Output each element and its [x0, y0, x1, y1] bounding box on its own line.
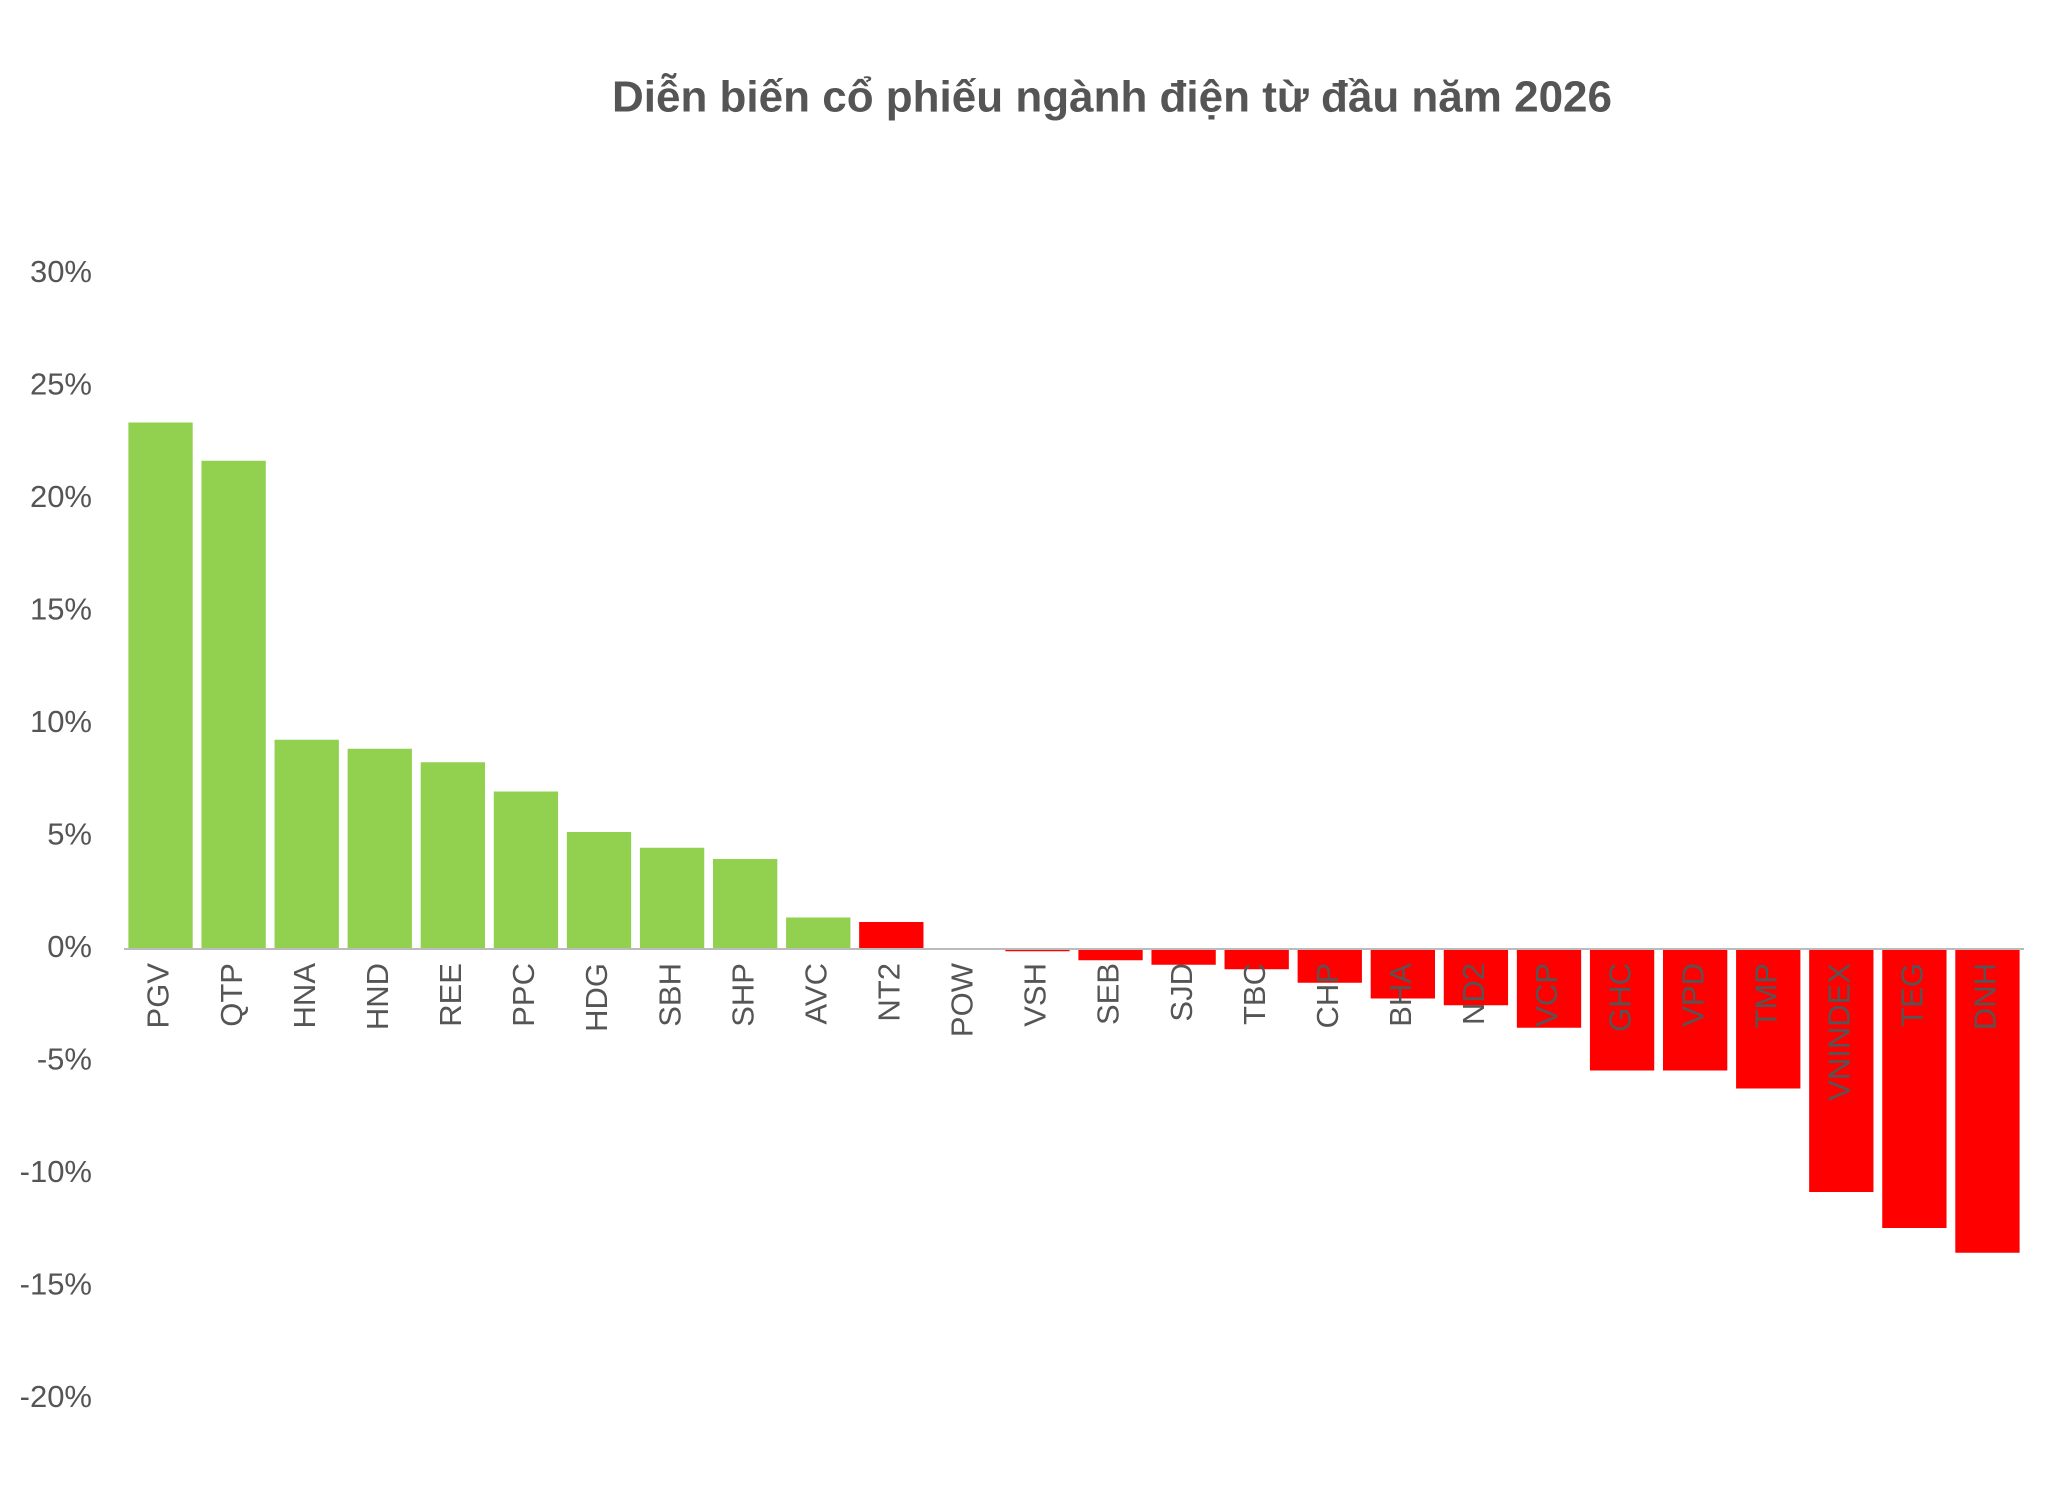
chart-title: Diễn biến cổ phiếu ngành điện từ đầu năm… — [612, 72, 1612, 122]
bar — [1516, 949, 1582, 1028]
x-tick-label: QTP — [214, 963, 249, 1027]
x-tick-label: CHP — [1310, 963, 1345, 1028]
y-tick-label: 5% — [47, 817, 92, 852]
x-tick-label: REE — [433, 963, 468, 1027]
y-tick-label: 25% — [30, 367, 92, 402]
bar — [1005, 949, 1070, 952]
y-tick-label: -15% — [20, 1267, 92, 1302]
x-tick-label: GHC — [1602, 963, 1637, 1032]
x-tick-label: TBC — [1237, 963, 1272, 1025]
x-tick-label: ND2 — [1456, 963, 1491, 1025]
bar — [786, 917, 851, 949]
bar — [274, 739, 339, 949]
x-tick-label: VCP — [1529, 963, 1564, 1027]
x-tick-label: TEG — [1895, 963, 1930, 1027]
bar — [859, 922, 924, 949]
bar — [639, 847, 705, 949]
x-tick-label: PGV — [141, 963, 176, 1029]
bar — [1589, 949, 1655, 1071]
x-tick-label: AVC — [798, 963, 833, 1024]
bar — [1663, 949, 1728, 1071]
x-tick-label: BHA — [1383, 963, 1418, 1027]
x-tick-label: SJD — [1164, 963, 1199, 1022]
bar — [566, 832, 632, 949]
bar — [1224, 949, 1289, 970]
x-tick-label: HDG — [579, 963, 614, 1032]
x-tick-label: PPC — [506, 963, 541, 1027]
x-tick-label: VNINDEX — [1821, 963, 1856, 1101]
y-tick-label: 20% — [30, 479, 92, 514]
y-tick-label: -5% — [37, 1042, 92, 1077]
x-tick-label: VSH — [1018, 963, 1053, 1027]
x-tick-label: TMP — [1748, 963, 1783, 1028]
bar — [201, 460, 266, 949]
x-tick-label: DNH — [1968, 963, 2003, 1030]
y-tick-label: 30% — [30, 254, 92, 289]
y-tick-label: -10% — [20, 1154, 92, 1189]
bar — [1443, 949, 1509, 1006]
bar — [1882, 949, 1947, 1228]
bar — [420, 762, 485, 949]
bar — [1370, 949, 1435, 999]
y-tick-label: -20% — [20, 1379, 92, 1414]
bar — [1736, 949, 1801, 1089]
x-tick-label: POW — [945, 962, 980, 1037]
bar — [713, 859, 778, 949]
y-tick-label: 10% — [30, 704, 92, 739]
bar — [347, 748, 412, 949]
bar — [493, 791, 559, 949]
y-tick-label: 15% — [30, 592, 92, 627]
x-tick-label: VPD — [1675, 963, 1710, 1027]
bar — [1078, 949, 1143, 961]
x-tick-label: HNA — [287, 963, 322, 1029]
x-tick-label: NT2 — [871, 963, 906, 1022]
bar — [128, 422, 193, 949]
x-tick-label: SHP — [725, 963, 760, 1027]
x-tick-label: SBH — [652, 963, 687, 1027]
bar — [1297, 949, 1362, 983]
bar — [1151, 949, 1216, 965]
x-tick-label: HND — [360, 963, 395, 1030]
bar — [1809, 949, 1874, 1192]
x-tick-label: SEB — [1091, 963, 1126, 1025]
y-tick-label: 0% — [47, 929, 92, 964]
bar — [1955, 949, 2020, 1253]
